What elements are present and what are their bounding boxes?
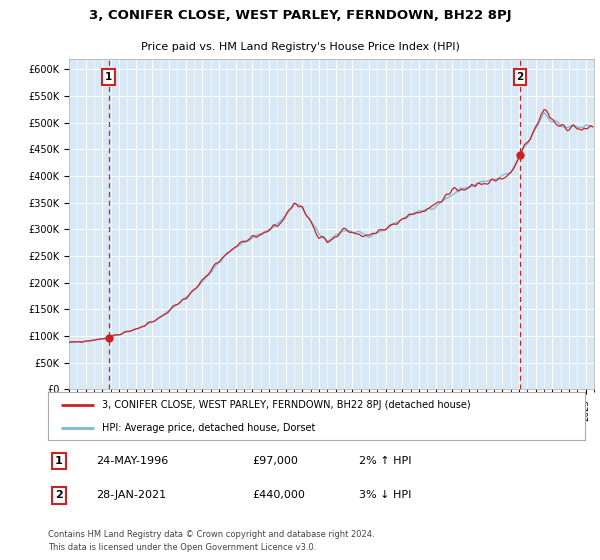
Text: Price paid vs. HM Land Registry's House Price Index (HPI): Price paid vs. HM Land Registry's House … [140,43,460,52]
Text: Contains HM Land Registry data © Crown copyright and database right 2024.
This d: Contains HM Land Registry data © Crown c… [48,530,374,552]
Text: £97,000: £97,000 [252,456,298,466]
Text: 3% ↓ HPI: 3% ↓ HPI [359,490,412,500]
Text: 2: 2 [517,72,524,82]
Text: 24-MAY-1996: 24-MAY-1996 [97,456,169,466]
Text: 3, CONIFER CLOSE, WEST PARLEY, FERNDOWN, BH22 8PJ (detached house): 3, CONIFER CLOSE, WEST PARLEY, FERNDOWN,… [102,400,470,410]
Text: 28-JAN-2021: 28-JAN-2021 [97,490,166,500]
Text: HPI: Average price, detached house, Dorset: HPI: Average price, detached house, Dors… [102,423,315,433]
Text: 2% ↑ HPI: 2% ↑ HPI [359,456,412,466]
Text: 1: 1 [55,456,62,466]
Text: 2: 2 [55,490,62,500]
Text: 1: 1 [105,72,112,82]
Text: 3, CONIFER CLOSE, WEST PARLEY, FERNDOWN, BH22 8PJ: 3, CONIFER CLOSE, WEST PARLEY, FERNDOWN,… [89,9,511,22]
Text: £440,000: £440,000 [252,490,305,500]
